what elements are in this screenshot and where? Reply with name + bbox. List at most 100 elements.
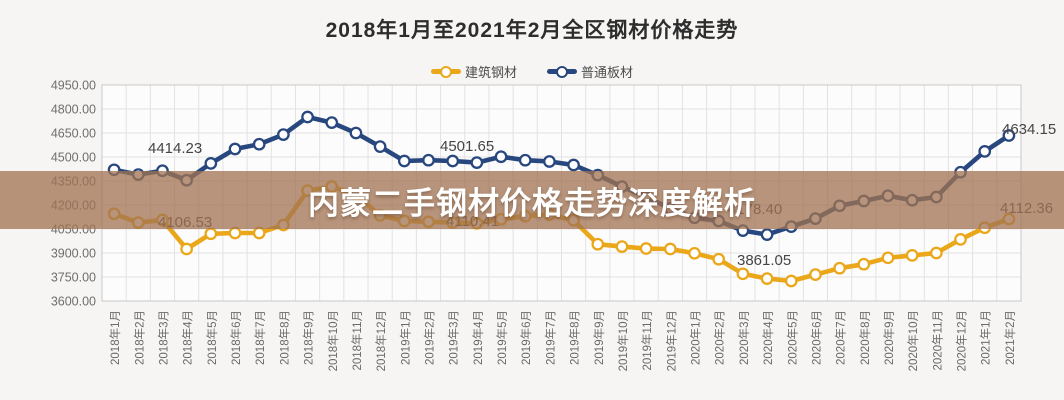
x-axis-label: 2019年3月 xyxy=(447,310,461,365)
series-plate-steel-marker xyxy=(277,128,290,141)
series-plate-steel-marker xyxy=(1002,129,1016,142)
x-axis-label: 2018年1月 xyxy=(108,310,122,365)
series-construction-steel-marker xyxy=(784,274,798,288)
x-axis-label: 2021年2月 xyxy=(1003,310,1017,365)
x-axis-label: 2018年7月 xyxy=(253,310,267,365)
y-axis-label: 3900.00 xyxy=(51,247,96,261)
series-construction-steel-marker xyxy=(881,251,895,265)
series-construction-steel-marker xyxy=(954,233,967,246)
x-axis-label: 2019年4月 xyxy=(471,310,485,365)
series-plate-steel-marker xyxy=(228,142,242,156)
x-axis-label: 2018年5月 xyxy=(205,310,219,365)
x-axis-label: 2018年2月 xyxy=(132,310,146,365)
series-construction-steel-marker xyxy=(760,272,774,285)
series-plate-steel-marker xyxy=(422,153,435,167)
legend-item-plate-steel[interactable]: 普通板材 xyxy=(547,62,633,81)
x-axis-label: 2020年12月 xyxy=(955,310,969,371)
y-axis-label: 4650.00 xyxy=(51,127,96,141)
series-plate-steel-marker xyxy=(373,140,387,153)
y-axis-label: 3600.00 xyxy=(51,295,96,309)
legend-label: 普通板材 xyxy=(581,65,634,80)
y-axis-label: 4950.00 xyxy=(51,79,96,93)
overlay-title: 内蒙二手钢材价格走势深度解析 xyxy=(308,185,756,221)
y-axis-label: 3750.00 xyxy=(51,271,96,285)
series-construction-steel-marker xyxy=(688,246,701,260)
series-plate-steel-marker xyxy=(204,157,218,170)
series-plate-steel-marker xyxy=(252,137,266,151)
series-plate-steel-marker xyxy=(470,156,484,169)
series-plate-steel-marker xyxy=(349,126,363,140)
series-construction-steel-marker xyxy=(833,261,846,275)
x-axis-label: 2019年6月 xyxy=(519,310,533,365)
y-axis-label: 4800.00 xyxy=(51,103,96,117)
series-construction-steel-marker xyxy=(639,242,653,255)
x-axis-label: 2018年3月 xyxy=(156,310,170,365)
legend-dot-icon xyxy=(556,65,568,78)
series-plate-steel-marker xyxy=(325,116,339,129)
series-construction-steel-marker xyxy=(905,249,919,262)
legend-item-construction-steel[interactable]: 建筑钢材 xyxy=(430,62,517,81)
x-axis-label: 2020年7月 xyxy=(834,310,848,365)
x-axis-label: 2019年10月 xyxy=(616,310,630,371)
series-construction-steel-marker xyxy=(712,252,726,266)
data-label: 4414.23 xyxy=(148,140,202,157)
series-plate-steel-marker xyxy=(397,154,411,168)
series-construction-steel-marker xyxy=(857,257,871,271)
series-plate-steel-marker xyxy=(301,110,314,124)
x-axis-label: 2020年10月 xyxy=(906,310,920,371)
series-construction-steel-marker xyxy=(180,242,193,256)
series-plate-steel-marker xyxy=(518,153,532,167)
series-plate-steel-marker xyxy=(543,155,556,168)
x-axis-label: 2018年8月 xyxy=(277,310,291,365)
legend-dot-icon xyxy=(439,65,452,78)
x-axis-label: 2020年11月 xyxy=(930,310,944,371)
series-plate-steel-marker xyxy=(978,145,992,158)
series-plate-steel-marker xyxy=(446,154,460,168)
legend-line-marker-icon xyxy=(547,65,577,78)
x-axis-label: 2019年5月 xyxy=(495,310,509,365)
series-construction-steel-marker xyxy=(591,237,605,251)
x-axis-label: 2020年2月 xyxy=(713,310,727,365)
x-axis-label: 2019年2月 xyxy=(422,310,436,365)
legend-line-marker-icon xyxy=(430,65,461,78)
x-axis-label: 2020年6月 xyxy=(809,310,823,365)
series-construction-steel-marker xyxy=(663,242,677,256)
x-axis-label: 2018年11月 xyxy=(350,310,364,371)
x-axis-label: 2019年9月 xyxy=(592,310,606,365)
x-axis-label: 2020年1月 xyxy=(689,310,703,365)
legend: 建筑钢材 普通板材 xyxy=(0,62,1064,81)
x-axis-label: 2018年6月 xyxy=(229,310,243,365)
legend-label: 建筑钢材 xyxy=(464,65,517,80)
x-axis-label: 2019年11月 xyxy=(640,310,654,371)
data-label: 4501.65 xyxy=(440,138,494,155)
x-axis-label: 2019年12月 xyxy=(664,310,678,371)
series-plate-steel-marker xyxy=(567,158,580,172)
x-axis-label: 2018年4月 xyxy=(181,310,195,365)
data-label: 3861.05 xyxy=(737,252,791,269)
y-axis-label: 4500.00 xyxy=(51,151,96,165)
x-axis-label: 2019年1月 xyxy=(398,310,412,365)
x-axis-label: 2018年12月 xyxy=(374,310,388,371)
series-plate-steel-marker xyxy=(494,150,508,164)
data-label: 4634.15 xyxy=(1002,121,1056,138)
series-construction-steel-marker xyxy=(252,226,266,240)
series-construction-steel-marker xyxy=(736,267,750,281)
x-axis-label: 2019年7月 xyxy=(543,310,557,365)
x-axis-label: 2018年10月 xyxy=(326,310,340,371)
x-axis-label: 2020年4月 xyxy=(761,310,775,365)
x-axis-label: 2020年9月 xyxy=(882,310,896,365)
x-axis-label: 2018年9月 xyxy=(302,310,316,365)
chart-title: 2018年1月至2021年2月全区钢材价格走势 xyxy=(325,19,739,42)
series-construction-steel-marker xyxy=(228,226,242,240)
x-axis-label: 2019年8月 xyxy=(568,310,582,365)
series-construction-steel-marker xyxy=(809,268,822,281)
series-construction-steel-marker xyxy=(615,240,629,253)
overlay-banner: 内蒙二手钢材价格走势深度解析 xyxy=(0,171,1064,229)
x-axis-label: 2020年3月 xyxy=(737,310,751,365)
series-plate-steel-marker xyxy=(760,228,774,241)
x-axis-label: 2020年5月 xyxy=(785,310,799,365)
series-construction-steel-marker xyxy=(930,246,943,260)
x-axis-label: 2020年8月 xyxy=(858,310,872,365)
x-axis-label: 2021年1月 xyxy=(979,310,993,365)
